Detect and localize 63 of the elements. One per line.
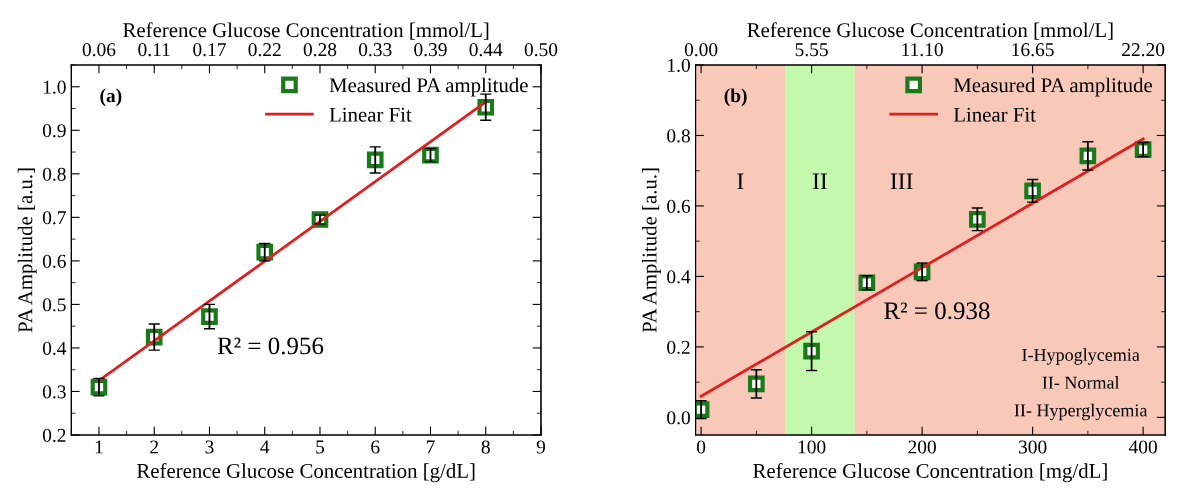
x-tick-label: 0 — [696, 440, 706, 454]
x2-tick-label: 16.65 — [1012, 43, 1054, 57]
annotation: (b) — [724, 88, 747, 107]
x2-tick-label: 0.44 — [469, 43, 503, 57]
x-tick-label: 7 — [426, 440, 435, 454]
y-tick-label: 0.5 — [42, 298, 66, 312]
legend-label: Measured PA amplitude — [953, 77, 1152, 97]
legend-label: Linear Fit — [329, 107, 412, 122]
x2-tick-label: 0.39 — [414, 43, 447, 57]
y-tick-label: 0.3 — [42, 385, 66, 399]
x-tick-label: 9 — [536, 440, 546, 454]
x-axis-title: Reference Glucose Concentration [g/dL] — [136, 463, 475, 483]
band-label: II — [812, 173, 827, 190]
x-tick-label: 300 — [1018, 440, 1047, 454]
y-tick-label: 0.9 — [42, 124, 66, 138]
x-tick-label: 400 — [1128, 440, 1157, 454]
x-tick-label: 8 — [481, 440, 490, 454]
y-tick-label: 1.0 — [43, 80, 66, 94]
x2-tick-label: 0.22 — [248, 43, 281, 57]
y-tick-label: 1.0 — [668, 58, 690, 73]
x2-tick-label: 11.10 — [902, 43, 943, 57]
x2-tick-label: 0.06 — [82, 43, 116, 57]
y-tick-label: 0.6 — [667, 199, 691, 213]
x-tick-label: 100 — [798, 440, 826, 454]
legend-label: Linear Fit — [953, 107, 1036, 122]
annotation: R² = 0.938 — [884, 302, 990, 320]
x2-axis-title: Reference Glucose Concentration [mmol/L] — [747, 22, 1113, 40]
y-tick-label: 0.0 — [667, 411, 690, 425]
annotation: I-Hypoglycemia — [1022, 348, 1140, 365]
x2-tick-label: 5.55 — [795, 43, 828, 57]
legend-label: Measured PA amplitude — [329, 77, 528, 97]
y-tick-label: 0.4 — [42, 341, 67, 355]
annotation: R² = 0.956 — [217, 337, 324, 355]
x-tick-label: 5 — [316, 440, 325, 454]
x-tick-label: 4 — [260, 440, 270, 454]
annotation: II- Hyperglycemia — [1014, 403, 1148, 421]
y-tick-label: 0.8 — [42, 167, 66, 181]
x-axis-title: Reference Glucose Concentration [mg/dL] — [753, 463, 1107, 483]
x-tick-label: 6 — [371, 440, 380, 454]
x2-tick-label: 0.17 — [193, 43, 226, 57]
x-tick-label: 1 — [95, 440, 103, 454]
y-tick-label: 0.2 — [667, 340, 690, 354]
band-label: III — [890, 173, 913, 190]
x-tick-label: 200 — [908, 440, 936, 454]
x2-tick-label: 0.28 — [303, 43, 337, 57]
y-axis-title: PA Amplitude [a.u.] — [17, 168, 37, 333]
y-tick-label: 0.6 — [42, 254, 66, 268]
annotation: II- Normal — [1042, 376, 1120, 389]
y-tick-label: 0.7 — [42, 211, 66, 225]
y-tick-label: 0.4 — [667, 270, 691, 284]
x2-tick-label: 0.50 — [524, 43, 558, 57]
x-tick-label: 2 — [150, 440, 159, 454]
y-axis-title: PA Amplitude [a.u.] — [641, 168, 661, 333]
x2-tick-label: 0.11 — [138, 43, 170, 57]
x-tick-label: 3 — [205, 440, 214, 454]
y-tick-label: 0.2 — [42, 428, 66, 443]
y-tick-label: 0.8 — [667, 129, 690, 143]
x2-tick-label: 0.33 — [358, 43, 392, 57]
x2-axis-title: Reference Glucose Concentration [mmol/L] — [123, 22, 489, 40]
x2-tick-label: 22.20 — [1122, 43, 1165, 57]
band-label: I — [737, 173, 744, 190]
annotation: (a) — [100, 88, 122, 107]
x2-tick-label: 0.00 — [684, 43, 718, 57]
